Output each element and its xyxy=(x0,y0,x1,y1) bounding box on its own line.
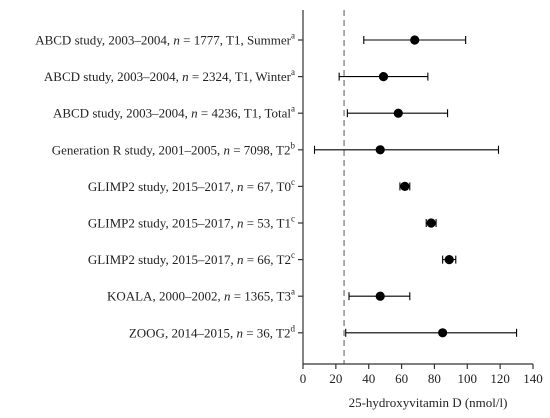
study-label: GLIMP2 study, 2015–2017, n = 66, T2c xyxy=(88,250,295,267)
study-label: KOALA, 2000–2002, n = 1365, T3a xyxy=(107,287,295,304)
study-label-text: ABCD study, 2003–2004, xyxy=(53,106,191,121)
x-tick-label: 20 xyxy=(329,371,342,386)
study-label-text: ZOOG, 2014–2015, xyxy=(129,325,237,340)
x-tick-label: 60 xyxy=(395,371,408,386)
study-label: ABCD study, 2003–2004, n = 1777, T1, Sum… xyxy=(35,31,295,48)
mean-marker xyxy=(426,218,436,228)
study-label-text: ABCD study, 2003–2004, xyxy=(44,69,182,84)
study-label-detail: = 53, T1 xyxy=(243,216,291,231)
study-label-detail: = 4236, T1, Total xyxy=(198,106,292,121)
x-axis-ticks: 0 20 40 60 80 100 120 140 xyxy=(300,364,543,386)
study-label-detail: = 1365, T3 xyxy=(230,289,291,304)
x-tick-label: 80 xyxy=(428,371,441,386)
mean-marker xyxy=(393,108,403,118)
study-label-superscript: c xyxy=(291,177,295,187)
study-label-text: GLIMP2 study, 2015–2017, xyxy=(88,179,237,194)
mean-marker xyxy=(375,291,385,301)
study-label-superscript: a xyxy=(291,67,295,77)
study-label-n: n xyxy=(237,179,244,194)
study-label: GLIMP2 study, 2015–2017, n = 53, T1c xyxy=(88,214,295,231)
study-label-n: n xyxy=(224,289,231,304)
study-label-superscript: c xyxy=(291,250,295,260)
study-label-n: n xyxy=(173,33,180,48)
study-label-detail: = 7098, T2 xyxy=(230,142,291,157)
study-label-n: n xyxy=(191,106,198,121)
study-label-text: KOALA, 2000–2002, xyxy=(107,289,224,304)
study-label-text: GLIMP2 study, 2015–2017, xyxy=(88,252,237,267)
study-label: GLIMP2 study, 2015–2017, n = 67, T0c xyxy=(88,177,295,194)
mean-marker xyxy=(375,145,385,155)
study-label-detail: = 2324, T1, Winter xyxy=(189,69,292,84)
plot-area: 0 20 40 60 80 100 120 140 xyxy=(298,10,543,386)
study-label-superscript: a xyxy=(291,31,295,41)
study-label: Generation R study, 2001–2005, n = 7098,… xyxy=(52,140,296,157)
x-tick-label: 140 xyxy=(523,371,543,386)
mean-marker xyxy=(410,35,420,45)
study-labels: ABCD study, 2003–2004, n = 1777, T1, Sum… xyxy=(35,31,295,341)
mean-marker xyxy=(438,328,448,338)
x-tick-label: 100 xyxy=(458,371,478,386)
study-label: ABCD study, 2003–2004, n = 4236, T1, Tot… xyxy=(53,104,295,121)
study-label-detail: = 67, T0 xyxy=(243,179,291,194)
mean-marker xyxy=(400,181,410,191)
x-tick-label: 40 xyxy=(362,371,375,386)
study-label-n: n xyxy=(237,216,244,231)
study-label-n: n xyxy=(237,252,244,267)
study-label-text: Generation R study, 2001–2005, xyxy=(52,142,224,157)
study-label: ABCD study, 2003–2004, n = 2324, T1, Win… xyxy=(44,67,295,84)
study-label-n: n xyxy=(223,142,230,157)
study-label-superscript: b xyxy=(291,140,296,150)
x-tick-label: 120 xyxy=(490,371,510,386)
study-marks xyxy=(313,35,518,338)
study-label-superscript: a xyxy=(291,287,295,297)
study-label-superscript: a xyxy=(291,104,295,114)
y-axis-ticks xyxy=(298,39,303,334)
study-label-superscript: c xyxy=(291,214,295,224)
study-label-text: GLIMP2 study, 2015–2017, xyxy=(88,216,237,231)
study-label-n: n xyxy=(182,69,189,84)
mean-marker xyxy=(378,72,389,82)
mean-marker xyxy=(444,255,454,265)
x-axis-title: 25-hydroxyvitamin D (nmol/l) xyxy=(349,395,508,410)
study-label-text: ABCD study, 2003–2004, xyxy=(35,33,173,48)
study-label: ZOOG, 2014–2015, n = 36, T2d xyxy=(129,323,296,340)
study-label-n: n xyxy=(236,325,243,340)
study-label-detail: = 66, T2 xyxy=(243,252,291,267)
study-label-detail: = 1777, T1, Summer xyxy=(180,33,292,48)
x-tick-label: 0 xyxy=(300,371,307,386)
study-label-superscript: d xyxy=(291,323,296,333)
study-label-detail: = 36, T2 xyxy=(243,325,291,340)
